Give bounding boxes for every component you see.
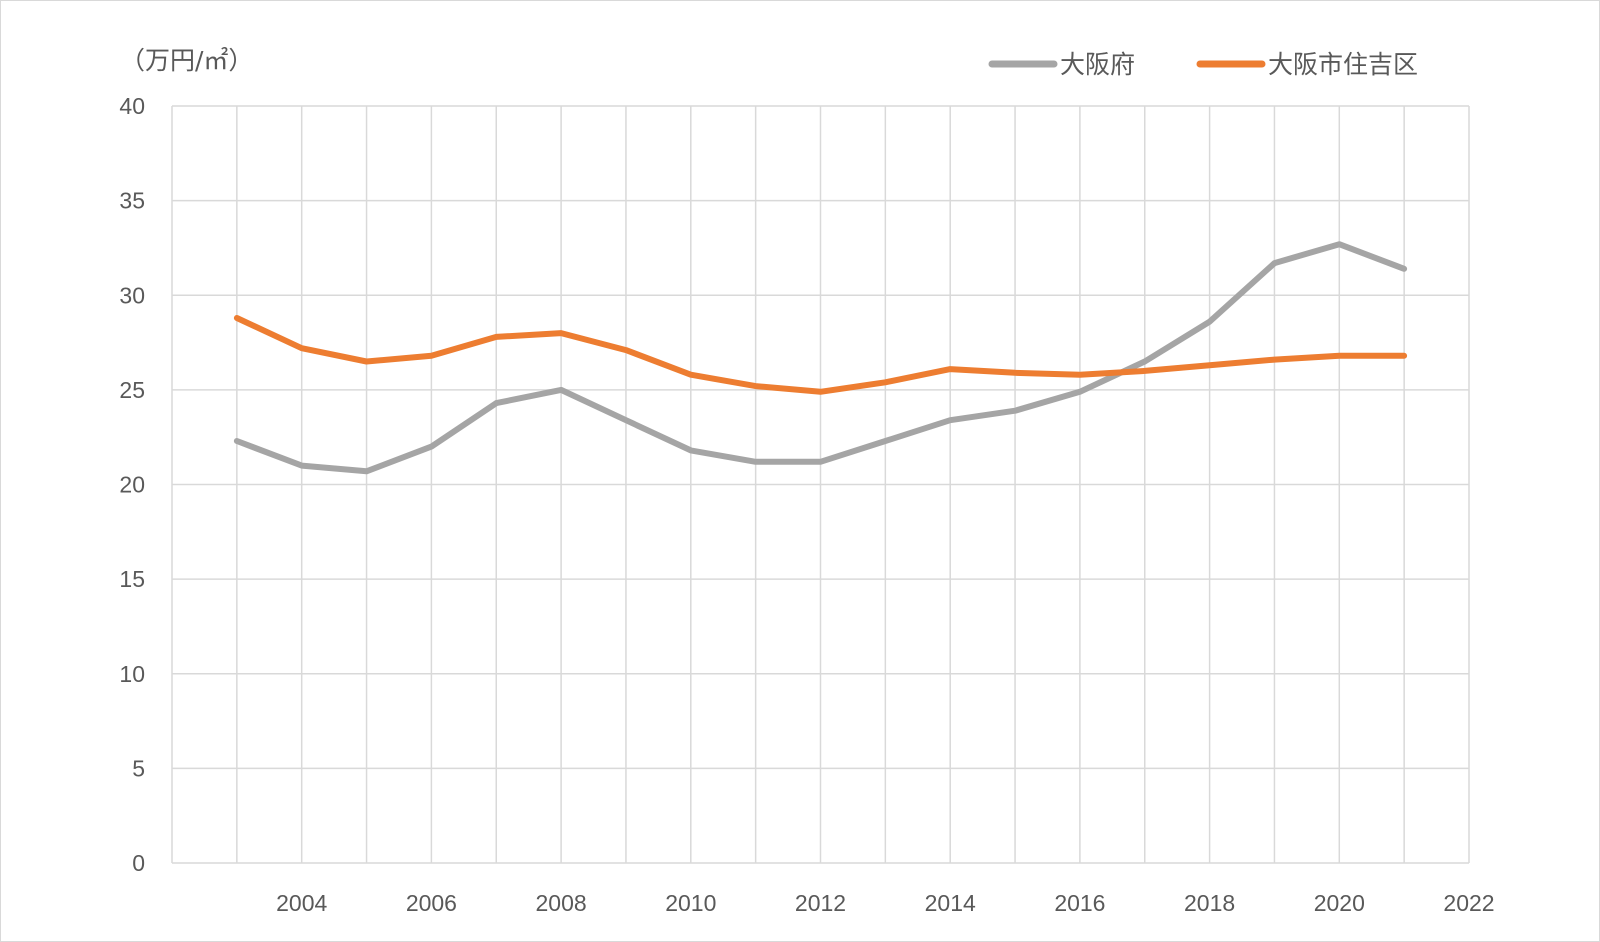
x-tick-label: 2006 xyxy=(406,890,457,916)
x-tick-label: 2022 xyxy=(1443,890,1494,916)
y-axis-ticks: 0 5 10 15 20 25 30 35 40 xyxy=(119,93,145,876)
y-unit-label: （万円/㎡） xyxy=(120,46,253,75)
y-tick-label: 25 xyxy=(119,377,145,403)
legend-label-2: 大阪市住吉区 xyxy=(1268,50,1418,79)
x-tick-label: 2020 xyxy=(1314,890,1365,916)
series-line-2 xyxy=(233,315,1408,395)
x-tick-label: 2014 xyxy=(925,890,976,916)
x-tick-label: 2008 xyxy=(536,890,587,916)
y-tick-label: 15 xyxy=(119,566,145,592)
x-tick-label: 2012 xyxy=(795,890,846,916)
x-tick-label: 2004 xyxy=(276,890,327,916)
x-axis-ticks: 2004 2006 2008 2010 2012 2014 2016 2018 2020 2022 xyxy=(276,890,1494,916)
series-line-1 xyxy=(233,241,1408,475)
y-tick-label: 10 xyxy=(119,661,145,687)
y-tick-label: 30 xyxy=(119,282,145,308)
y-tick-label: 0 xyxy=(132,850,145,876)
x-tick-label: 2010 xyxy=(665,890,716,916)
grid xyxy=(171,105,1470,864)
legend: 大阪府 大阪市住吉区 xyxy=(988,50,1418,79)
y-tick-label: 5 xyxy=(132,755,145,781)
legend-label-1: 大阪府 xyxy=(1060,50,1135,79)
series-lines xyxy=(233,241,1408,475)
y-tick-label: 40 xyxy=(119,93,145,119)
y-tick-label: 20 xyxy=(119,472,145,498)
y-tick-label: 35 xyxy=(119,188,145,214)
x-tick-label: 2016 xyxy=(1054,890,1105,916)
x-tick-label: 2018 xyxy=(1184,890,1235,916)
